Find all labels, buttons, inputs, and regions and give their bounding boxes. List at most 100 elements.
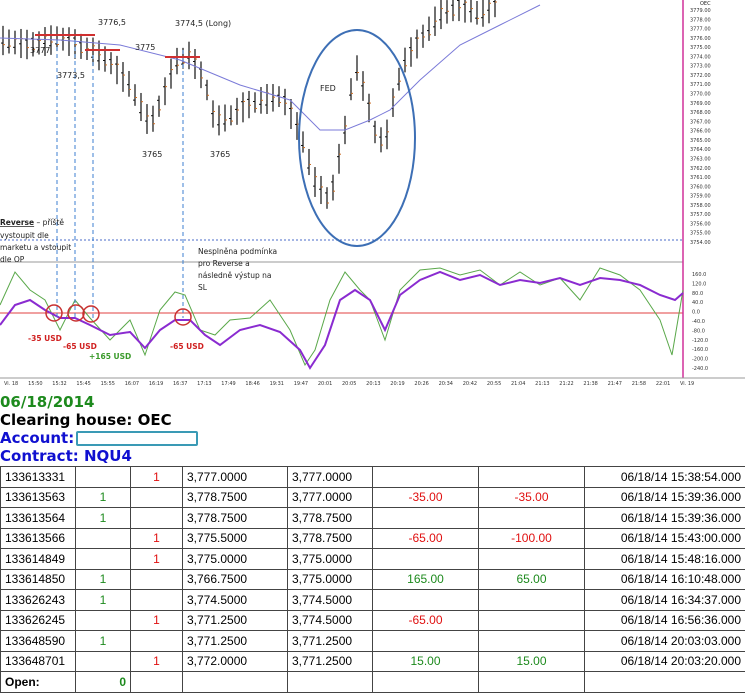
- price-axis-label: 3759.00: [690, 194, 711, 200]
- table-cell: [130, 630, 183, 652]
- table-row: 133648701 1 3,772.0000 3,771.2500 15.00 15.00…: [0, 650, 745, 672]
- indicator-axis-label: -240.0: [692, 366, 708, 372]
- reverse-text: – příště: [34, 218, 64, 227]
- price-axis-label: 3769.00: [690, 101, 711, 107]
- indicator-axis-label: -120.0: [692, 338, 708, 344]
- price-axis-label: 3768.00: [690, 110, 711, 116]
- trade-circle: [174, 308, 192, 326]
- time-axis-label: 20:01: [318, 381, 332, 387]
- indicator-axis-label: -40.0: [692, 319, 705, 325]
- table-cell: [130, 589, 183, 611]
- open-row: Open: 0: [0, 671, 745, 693]
- price-annotation: 3775: [135, 43, 155, 52]
- table-cell: 06/18/14 20:03:03.000: [584, 630, 745, 652]
- table-row: 133613566 1 3,775.5000 3,778.7500 -65.00 -100…: [0, 527, 745, 549]
- reverse-note: Reverse – příště: [0, 218, 64, 227]
- table-cell: 06/18/14 15:43:00.000: [584, 527, 745, 549]
- chart-bg: [0, 0, 745, 392]
- table-cell: 06/18/14 16:34:37.000: [584, 589, 745, 611]
- table-cell: 3,771.2500: [287, 650, 373, 672]
- table-cell: [75, 527, 131, 549]
- table-cell: 3,777.0000: [287, 466, 373, 488]
- indicator-axis-label: 80.0: [692, 291, 703, 297]
- price-annotation: 3765: [142, 150, 162, 159]
- table-cell: [478, 609, 585, 631]
- table-cell: 3,775.0000: [287, 548, 373, 570]
- price-axis-label: 3777.00: [690, 27, 711, 33]
- table-row: 133626245 1 3,771.2500 3,774.5000 -65.00 06/1…: [0, 609, 745, 631]
- time-axis-label: 15:50: [28, 381, 42, 387]
- table-cell: [478, 671, 585, 693]
- table-cell: [75, 609, 131, 631]
- table-cell: [287, 671, 373, 693]
- table-cell: [372, 507, 479, 529]
- table-cell: 1: [130, 466, 183, 488]
- table-cell: [478, 589, 585, 611]
- result-label: -35 USD: [28, 334, 62, 343]
- table-row: 133626243 1 3,774.5000 3,774.5000 06/18/14 1…: [0, 589, 745, 611]
- time-axis-label: 19:47: [294, 381, 308, 387]
- table-cell: 06/18/14 15:39:36.000: [584, 507, 745, 529]
- table-cell: 3,766.7500: [182, 568, 288, 590]
- table-cell: 3,774.5000: [182, 589, 288, 611]
- table-cell: 3,778.7500: [182, 507, 288, 529]
- table-cell: 133648590: [0, 630, 76, 652]
- table-cell: 3,777.0000: [287, 486, 373, 508]
- indicator-axis-label: -80.0: [692, 328, 705, 334]
- indicator-green: [0, 267, 684, 367]
- time-axis-label: 20:26: [414, 381, 428, 387]
- time-axis-label: Vi. 18: [4, 381, 18, 387]
- table-cell: 3,775.0000: [182, 548, 288, 570]
- reverse-note: dle OP: [0, 255, 25, 264]
- price-axis-label: 3770.00: [690, 92, 711, 98]
- reverse-note: marketu a vstoupit: [0, 243, 71, 252]
- table-cell: 06/18/14 15:38:54.000: [584, 466, 745, 488]
- table-cell: 133613564: [0, 507, 76, 529]
- table-cell: 1: [75, 589, 131, 611]
- table-cell: [584, 671, 745, 693]
- price-axis-label: 3767.00: [690, 119, 711, 125]
- table-cell: 3,771.2500: [182, 609, 288, 631]
- clearing-house: Clearing house: OEC: [0, 411, 172, 429]
- trade-circle: [67, 304, 85, 322]
- level-marks: [35, 34, 200, 58]
- result-label: -65 USD: [63, 342, 97, 351]
- time-axis-label: 20:19: [390, 381, 404, 387]
- table-cell: 133648701: [0, 650, 76, 672]
- moving-average: [0, 4, 541, 131]
- time-axis-label: 20:05: [342, 381, 356, 387]
- table-cell: 165.00: [372, 568, 479, 590]
- time-axis-label: 17:49: [221, 381, 235, 387]
- indicator-purple: [0, 270, 684, 370]
- price-axis-label: 3775.00: [690, 45, 711, 51]
- trades-table: 133613331 1 3,777.0000 3,777.0000 06/18/14 1…: [0, 466, 745, 693]
- contract: Contract: NQU4: [0, 447, 132, 465]
- table-cell: 133613563: [0, 486, 76, 508]
- table-cell: 15.00: [478, 650, 585, 672]
- price-axis-label: 3778.00: [690, 17, 711, 23]
- reverse-note: vystoupit dle: [0, 231, 49, 240]
- table-cell: 133626245: [0, 609, 76, 631]
- price-axis-label: 3773.00: [690, 64, 711, 70]
- table-cell: 1: [75, 507, 131, 529]
- table-cell: 06/18/14 16:56:36.000: [584, 609, 745, 631]
- table-cell: 06/18/14 15:48:16.000: [584, 548, 745, 570]
- table-cell: [75, 650, 131, 672]
- report-header: 06/18/2014 Clearing house: OEC Account: …: [0, 393, 199, 465]
- indicator-axis-label: 120.0: [692, 281, 706, 287]
- time-axis-label: Vi. 19: [680, 381, 694, 387]
- table-cell: [182, 671, 288, 693]
- price-axis-label: 3761.00: [690, 175, 711, 181]
- table-row: 133613564 1 3,778.7500 3,778.7500 06/18/14 1…: [0, 507, 745, 529]
- result-label: +165 USD: [89, 352, 131, 361]
- condition-note: Nesplněna podmínka: [198, 247, 277, 256]
- time-axis-label: 20:34: [439, 381, 453, 387]
- table-cell: [130, 486, 183, 508]
- time-axis-label: 20:13: [366, 381, 380, 387]
- table-cell: 3,778.7500: [182, 486, 288, 508]
- table-cell: [478, 630, 585, 652]
- price-axis-label: 3772.00: [690, 73, 711, 79]
- indicator-axis-label: -160.0: [692, 347, 708, 353]
- price-annotation: 3777: [30, 46, 50, 55]
- chart-layer: [0, 0, 684, 370]
